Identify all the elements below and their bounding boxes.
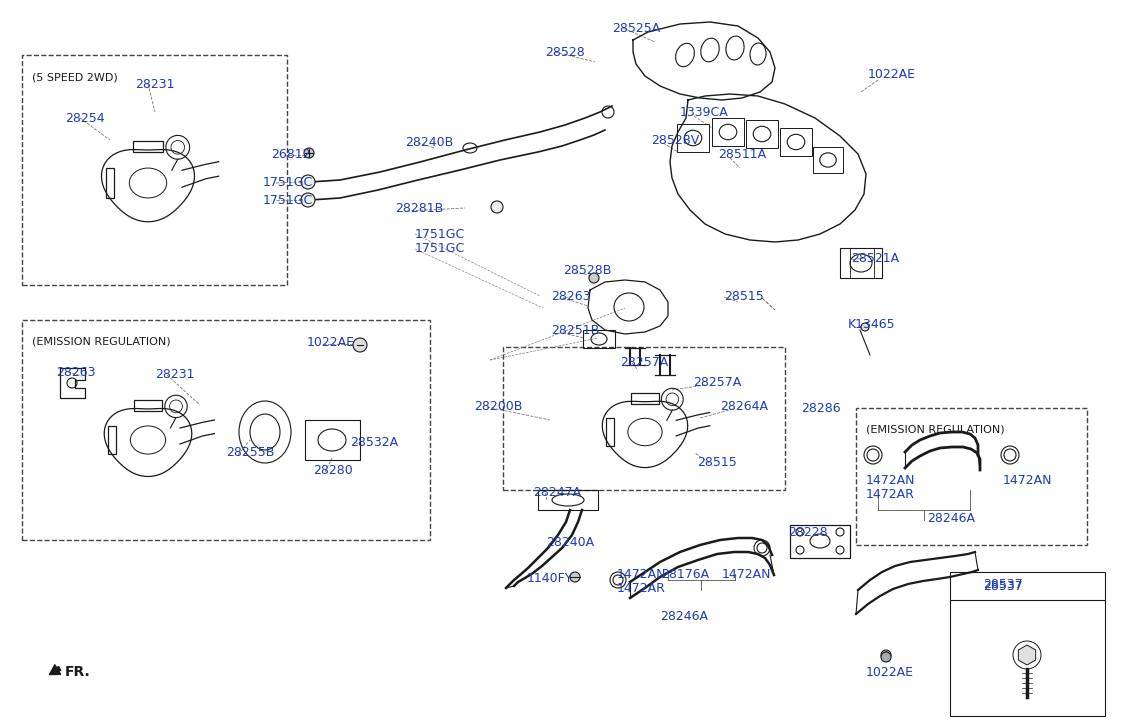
Text: 1751GC: 1751GC <box>263 175 314 188</box>
Text: 28528: 28528 <box>545 46 584 58</box>
Polygon shape <box>1019 645 1036 665</box>
Text: 28176A: 28176A <box>661 568 709 580</box>
Circle shape <box>589 273 599 283</box>
Text: 1472AR: 1472AR <box>617 582 666 595</box>
Text: FR.: FR. <box>65 665 91 679</box>
Text: 28228: 28228 <box>788 526 828 539</box>
Text: 1751GC: 1751GC <box>263 193 314 206</box>
Text: 1472AR: 1472AR <box>866 488 915 500</box>
Text: 1751GC: 1751GC <box>415 243 465 255</box>
Text: 28286: 28286 <box>800 401 840 414</box>
Circle shape <box>861 323 869 331</box>
Circle shape <box>881 650 891 660</box>
Text: 28528V: 28528V <box>652 134 699 147</box>
Text: (EMISSION REGULATION): (EMISSION REGULATION) <box>866 425 1005 435</box>
Text: 1022AE: 1022AE <box>866 665 914 678</box>
Text: 28511A: 28511A <box>717 148 766 161</box>
Circle shape <box>881 652 891 662</box>
Text: 28257A: 28257A <box>692 377 741 390</box>
Text: 28537: 28537 <box>984 579 1023 592</box>
Text: (5 SPEED 2WD): (5 SPEED 2WD) <box>32 73 118 83</box>
Text: 26812: 26812 <box>271 148 310 161</box>
Text: (EMISSION REGULATION): (EMISSION REGULATION) <box>32 337 171 347</box>
Text: 28532A: 28532A <box>350 436 398 449</box>
Text: 28528B: 28528B <box>563 263 612 276</box>
Text: 1472AN: 1472AN <box>1003 473 1053 486</box>
Text: 28263: 28263 <box>551 289 590 302</box>
Text: 28246A: 28246A <box>659 611 708 624</box>
Bar <box>22 55 287 285</box>
Circle shape <box>491 201 503 213</box>
Text: 28247A: 28247A <box>533 486 581 499</box>
Text: 28263: 28263 <box>56 366 96 379</box>
Circle shape <box>304 148 314 158</box>
Text: 28257A: 28257A <box>620 356 669 369</box>
Text: 28537: 28537 <box>984 579 1023 593</box>
Text: 28515: 28515 <box>724 291 764 303</box>
Text: 1339CA: 1339CA <box>680 105 729 119</box>
Bar <box>503 347 785 490</box>
FancyArrowPatch shape <box>49 664 60 675</box>
Circle shape <box>352 338 367 352</box>
Text: 28240A: 28240A <box>546 537 595 550</box>
Text: 28246A: 28246A <box>927 513 976 526</box>
Text: 1751GC: 1751GC <box>415 228 465 241</box>
Text: K13465: K13465 <box>848 318 896 332</box>
Text: 28264A: 28264A <box>720 401 767 414</box>
Text: 1022AE: 1022AE <box>307 335 355 348</box>
Text: 28280: 28280 <box>313 465 352 478</box>
Text: 1472AN: 1472AN <box>866 473 915 486</box>
Text: 1472AN: 1472AN <box>722 568 772 580</box>
Text: 28255B: 28255B <box>226 446 274 459</box>
Text: 1472AN: 1472AN <box>617 568 666 580</box>
Circle shape <box>301 193 315 207</box>
Text: 28515: 28515 <box>697 456 737 468</box>
Text: 28240B: 28240B <box>405 137 454 150</box>
Bar <box>856 408 1087 545</box>
Circle shape <box>301 175 315 189</box>
Text: 28200B: 28200B <box>474 401 522 414</box>
Text: 1140FY: 1140FY <box>528 571 573 585</box>
Text: 28231: 28231 <box>155 369 194 382</box>
Bar <box>22 320 430 540</box>
Bar <box>951 572 1105 716</box>
Text: 28231: 28231 <box>135 78 174 90</box>
Text: 28525A: 28525A <box>612 22 661 34</box>
Text: 28521A: 28521A <box>850 252 899 265</box>
Circle shape <box>570 572 580 582</box>
Text: 28281B: 28281B <box>395 203 443 215</box>
Text: 28251B: 28251B <box>551 324 599 337</box>
Text: 28254: 28254 <box>65 111 105 124</box>
Text: 1022AE: 1022AE <box>868 68 916 81</box>
